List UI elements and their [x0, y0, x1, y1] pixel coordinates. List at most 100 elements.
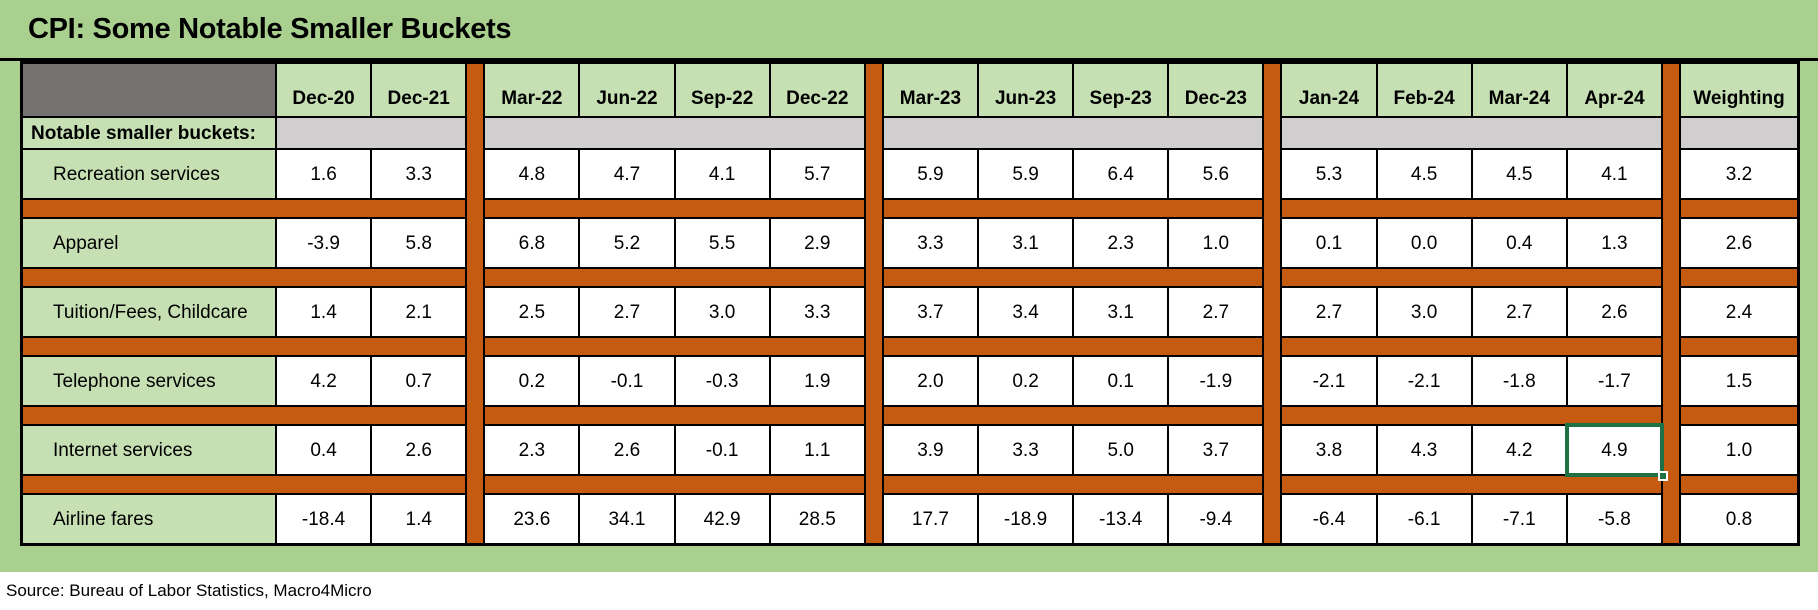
data-cell[interactable]: -1.8: [1472, 357, 1566, 405]
data-cell[interactable]: 3.4: [979, 288, 1073, 336]
column-header-mar-22[interactable]: Mar-22: [485, 64, 579, 116]
data-cell[interactable]: 28.5: [770, 495, 864, 543]
data-cell[interactable]: 5.9: [883, 150, 977, 198]
data-cell[interactable]: 23.6: [485, 495, 579, 543]
data-cell[interactable]: 2.7: [1169, 288, 1263, 336]
data-cell[interactable]: -18.9: [979, 495, 1073, 543]
data-cell[interactable]: -0.3: [675, 357, 769, 405]
data-cell[interactable]: -2.1: [1282, 357, 1376, 405]
row-label[interactable]: Airline fares: [23, 495, 275, 543]
data-cell[interactable]: 4.8: [485, 150, 579, 198]
data-cell[interactable]: 5.3: [1282, 150, 1376, 198]
data-cell[interactable]: 5.6: [1169, 150, 1263, 198]
data-cell[interactable]: 2.0: [883, 357, 977, 405]
data-cell[interactable]: 2.7: [1282, 288, 1376, 336]
data-cell[interactable]: 4.5: [1472, 150, 1566, 198]
data-cell[interactable]: 4.5: [1377, 150, 1471, 198]
data-cell[interactable]: 2.6: [1567, 288, 1661, 336]
data-cell[interactable]: 5.7: [770, 150, 864, 198]
data-cell[interactable]: 3.2: [1681, 150, 1797, 198]
column-header-jan-24[interactable]: Jan-24: [1282, 64, 1376, 116]
fill-handle[interactable]: [1658, 471, 1668, 481]
data-cell[interactable]: -9.4: [1169, 495, 1263, 543]
data-cell[interactable]: 3.3: [770, 288, 864, 336]
data-cell[interactable]: 2.3: [1074, 219, 1168, 267]
row-label[interactable]: Recreation services: [23, 150, 275, 198]
data-cell[interactable]: 5.0: [1074, 426, 1168, 474]
data-cell[interactable]: 1.9: [770, 357, 864, 405]
data-cell[interactable]: -0.1: [580, 357, 674, 405]
data-cell[interactable]: -6.1: [1377, 495, 1471, 543]
data-cell[interactable]: 0.4: [277, 426, 371, 474]
data-cell[interactable]: 2.5: [485, 288, 579, 336]
row-label[interactable]: Telephone services: [23, 357, 275, 405]
column-header-mar-23[interactable]: Mar-23: [883, 64, 977, 116]
data-cell[interactable]: 3.7: [1169, 426, 1263, 474]
data-cell[interactable]: 42.9: [675, 495, 769, 543]
column-header-dec-20[interactable]: Dec-20: [277, 64, 371, 116]
data-cell[interactable]: 3.9: [883, 426, 977, 474]
data-cell[interactable]: 4.7: [580, 150, 674, 198]
row-label[interactable]: Internet services: [23, 426, 275, 474]
data-cell[interactable]: 5.5: [675, 219, 769, 267]
data-cell[interactable]: 4.1: [1567, 150, 1661, 198]
data-cell[interactable]: 5.8: [372, 219, 466, 267]
data-cell[interactable]: 6.4: [1074, 150, 1168, 198]
data-cell[interactable]: 0.1: [1282, 219, 1376, 267]
data-cell[interactable]: 4.3: [1377, 426, 1471, 474]
data-cell[interactable]: 4.2: [277, 357, 371, 405]
data-cell[interactable]: 3.1: [979, 219, 1073, 267]
selected-cell[interactable]: 4.9: [1564, 423, 1668, 481]
data-cell[interactable]: 2.9: [770, 219, 864, 267]
section-label-cell[interactable]: Notable smaller buckets:: [23, 118, 275, 148]
data-cell[interactable]: -0.1: [675, 426, 769, 474]
column-header-feb-24[interactable]: Feb-24: [1377, 64, 1471, 116]
data-cell[interactable]: 0.4: [1472, 219, 1566, 267]
data-cell[interactable]: 34.1: [580, 495, 674, 543]
data-cell[interactable]: 1.4: [277, 288, 371, 336]
row-label[interactable]: Apparel: [23, 219, 275, 267]
data-cell[interactable]: 2.7: [1472, 288, 1566, 336]
data-cell[interactable]: 2.4: [1681, 288, 1797, 336]
data-cell[interactable]: 2.6: [372, 426, 466, 474]
column-header-apr-24[interactable]: Apr-24: [1567, 64, 1661, 116]
data-cell[interactable]: 3.3: [883, 219, 977, 267]
data-cell[interactable]: 1.0: [1169, 219, 1263, 267]
data-cell[interactable]: -1.7: [1567, 357, 1661, 405]
column-header-dec-23[interactable]: Dec-23: [1169, 64, 1263, 116]
column-header-jun-22[interactable]: Jun-22: [580, 64, 674, 116]
data-cell[interactable]: -6.4: [1282, 495, 1376, 543]
data-cell[interactable]: 2.3: [485, 426, 579, 474]
data-cell[interactable]: 1.1: [770, 426, 864, 474]
column-header-dec-22[interactable]: Dec-22: [770, 64, 864, 116]
data-cell[interactable]: 0.2: [979, 357, 1073, 405]
data-cell[interactable]: 3.3: [979, 426, 1073, 474]
data-cell[interactable]: 3.7: [883, 288, 977, 336]
data-cell[interactable]: 1.3: [1567, 219, 1661, 267]
data-cell[interactable]: 0.8: [1681, 495, 1797, 543]
data-cell[interactable]: -3.9: [277, 219, 371, 267]
data-cell[interactable]: -5.8: [1567, 495, 1661, 543]
data-cell[interactable]: 0.0: [1377, 219, 1471, 267]
data-cell[interactable]: 4.1: [675, 150, 769, 198]
data-cell[interactable]: -13.4: [1074, 495, 1168, 543]
data-cell[interactable]: 2.1: [372, 288, 466, 336]
data-cell[interactable]: 0.1: [1074, 357, 1168, 405]
data-cell[interactable]: 5.9: [979, 150, 1073, 198]
row-label[interactable]: Tuition/Fees, Childcare: [23, 288, 275, 336]
data-cell[interactable]: 6.8: [485, 219, 579, 267]
column-header-sep-22[interactable]: Sep-22: [675, 64, 769, 116]
column-header-dec-21[interactable]: Dec-21: [372, 64, 466, 116]
data-cell[interactable]: 3.3: [372, 150, 466, 198]
data-cell[interactable]: 4.2: [1472, 426, 1566, 474]
column-header-jun-23[interactable]: Jun-23: [979, 64, 1073, 116]
column-header-sep-23[interactable]: Sep-23: [1074, 64, 1168, 116]
column-header-mar-24[interactable]: Mar-24: [1472, 64, 1566, 116]
data-cell[interactable]: 0.2: [485, 357, 579, 405]
corner-cell[interactable]: [23, 64, 275, 116]
column-header-weighting[interactable]: Weighting: [1681, 64, 1797, 116]
data-cell[interactable]: 3.0: [675, 288, 769, 336]
data-cell[interactable]: 3.0: [1377, 288, 1471, 336]
data-cell[interactable]: -7.1: [1472, 495, 1566, 543]
data-cell[interactable]: 2.6: [1681, 219, 1797, 267]
